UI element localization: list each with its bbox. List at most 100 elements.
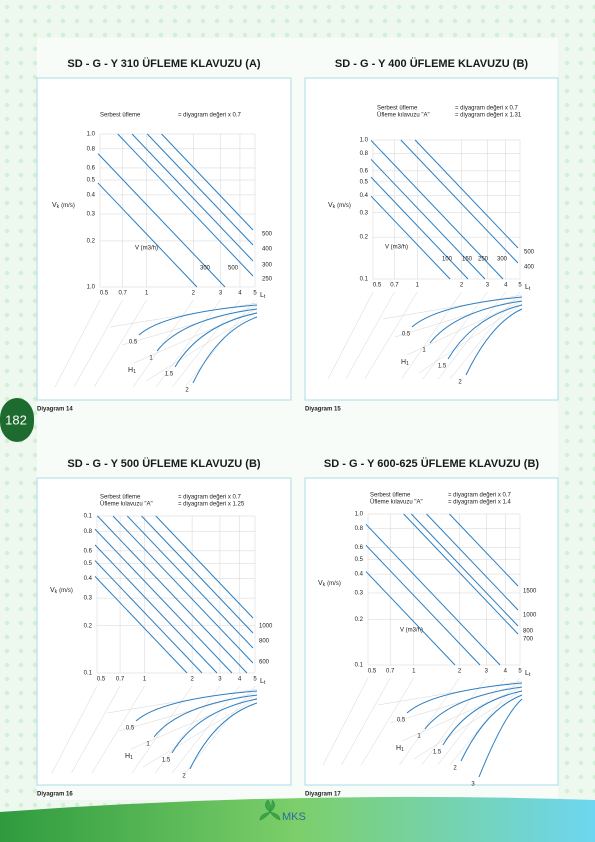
y-label: 0.8 (84, 529, 93, 535)
x-label: 0.7 (116, 677, 125, 683)
y-label: 0.2 (360, 235, 369, 241)
x-label: 1 (145, 291, 149, 297)
flow-line (426, 513, 519, 611)
h-curve (429, 300, 523, 344)
flow-value: 100 (442, 257, 453, 263)
h-value: 1.5 (438, 364, 447, 370)
y-label: 0.5 (84, 561, 93, 567)
x-label: 1 (143, 677, 147, 683)
y-axis-unit: (m/s) (327, 581, 341, 587)
flow-line (97, 182, 198, 288)
x-axis-label: Lt (525, 670, 531, 678)
h-curve (192, 316, 258, 384)
skew-grid (377, 680, 523, 706)
diagram-frame (36, 77, 292, 401)
h-value: 0.5 (402, 332, 411, 338)
h-curve (447, 304, 523, 360)
x-label: 5 (253, 291, 257, 297)
h-curve (460, 694, 523, 762)
h-value: 1 (149, 356, 153, 362)
diagram: Serbest üfleme = diyagram değeri x 0.7 Üfl… (36, 477, 292, 786)
h-curve (189, 702, 258, 770)
y-label: 1.0 (87, 132, 96, 138)
skew-grid (401, 291, 462, 380)
diagram-title: SD - G - Y 400 ÜFLEME KLAVUZU (B) (335, 57, 528, 70)
flow-value: 250 (478, 257, 489, 263)
diagram-caption: Diyagram 17 (305, 792, 341, 798)
diagram-caption: Diyagram 16 (37, 792, 73, 798)
y-label: 0.1 (355, 663, 364, 669)
flow-value: 400 (524, 265, 535, 271)
x-axis-subscript: t (529, 672, 531, 678)
flow-value: 300 (262, 263, 273, 269)
y-label: 0.8 (360, 151, 369, 157)
flow-line (410, 513, 519, 627)
y-axis-unit: (m/s) (59, 588, 73, 594)
flow-value: 600 (259, 660, 270, 666)
skew-grid (364, 291, 418, 380)
x-label: 4 (504, 283, 508, 289)
flow-line (94, 576, 188, 674)
flow-label: V (m3/h) (400, 628, 423, 634)
page-number-badge (0, 398, 34, 442)
y-label: 0.2 (84, 623, 93, 629)
h-subscript: 1 (130, 755, 133, 761)
note-value: = diyagram değeri x 0.7 (178, 113, 242, 119)
h-value: 0.5 (129, 340, 138, 346)
h-value: 2 (185, 388, 189, 394)
x-label: 0.5 (368, 669, 377, 675)
skew-grid (422, 291, 488, 380)
diagram: Serbest üfleme = diyagram değeri x 0.7 1.0… (36, 77, 292, 401)
skew-grid (399, 677, 460, 766)
y-axis-subscript: k (55, 589, 58, 595)
skew-grid (401, 686, 523, 742)
h-curve (406, 682, 523, 714)
skew-grid (382, 294, 523, 320)
flow-line (449, 513, 519, 587)
skew-grid (71, 685, 121, 774)
x-label: 3 (219, 291, 223, 297)
h-subscript: 1 (406, 361, 409, 367)
y-axis-unit: (m/s) (337, 203, 351, 209)
x-label: 2 (192, 291, 196, 297)
flow-line (365, 544, 481, 666)
note-label: Serbest üfleme (377, 106, 418, 112)
y-label: 0.8 (355, 526, 364, 532)
x-axis-subscript: t (529, 286, 531, 292)
logo: MKS (259, 799, 306, 823)
h-curve (171, 698, 258, 754)
note-label: Üfleme kılavuzu "A" (100, 501, 153, 508)
flow-line (97, 515, 248, 674)
flow-line (141, 515, 254, 634)
flow-value: 1000 (259, 624, 273, 630)
h-curve (465, 308, 523, 376)
h-value: 2 (453, 766, 457, 772)
y-label: 0.5 (87, 178, 96, 184)
y-axis-symbol: V (50, 587, 55, 594)
skew-grid (171, 685, 240, 774)
skew-grid (131, 685, 193, 774)
h-curve (153, 694, 258, 738)
y-label: 0.3 (360, 210, 369, 216)
y-label: 0.3 (84, 596, 93, 602)
skew-grid (145, 311, 258, 382)
y-label: 0.4 (355, 572, 364, 578)
skew-grid (73, 299, 123, 388)
h-curve (156, 308, 258, 352)
flow-line (370, 195, 451, 280)
flow-line (414, 139, 519, 249)
h-symbol: H (128, 367, 133, 374)
flow-line (126, 515, 254, 649)
flow-line (403, 513, 519, 635)
y-axis-subscript: k (57, 204, 60, 210)
x-label: 3 (485, 669, 489, 675)
skew-grid (91, 685, 145, 774)
y-label: 0.2 (355, 617, 364, 623)
flow-line (94, 528, 233, 674)
y-label: 0.1 (84, 514, 93, 520)
h-curve (135, 690, 258, 722)
h-value: 1 (417, 734, 421, 740)
y-axis-label: Vk (m/s) (328, 202, 351, 210)
y-label: 0.6 (355, 545, 364, 551)
